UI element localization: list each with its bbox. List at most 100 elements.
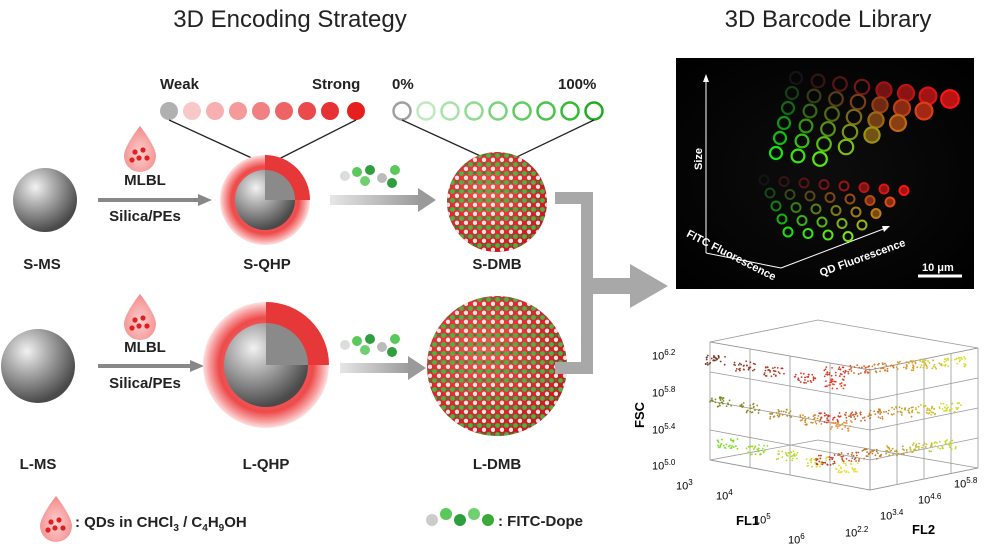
fitc-legend: : FITC-Dope (498, 513, 583, 530)
scatter-cluster (861, 448, 883, 460)
scatter-cluster (938, 402, 962, 414)
weak-label: Weak (160, 76, 199, 93)
micrograph-size-label: Size (693, 147, 705, 170)
fl1-tick-3: 105 (754, 512, 771, 527)
barcode-ring (849, 93, 867, 111)
barcode-ring (824, 192, 836, 203)
scatter-cluster (775, 450, 799, 462)
barcode-ring (784, 85, 800, 101)
top-fitc-arrow (330, 165, 436, 212)
barcode-ring (770, 200, 782, 212)
barcode-ring (802, 228, 814, 239)
barcode-ring (778, 176, 790, 187)
barcode-ring (832, 76, 848, 92)
barcode-ring (896, 83, 916, 103)
zero-percent-label: 0% (392, 76, 414, 93)
scatter-cluster (915, 404, 936, 416)
barcode-ring (853, 78, 871, 96)
fitc-dope-icon (426, 508, 494, 526)
l-ms-label: L-MS (19, 456, 57, 473)
barcode-ring (830, 205, 842, 216)
scatter-cluster (799, 414, 823, 426)
micrograph-scale-bar-label: 10 μm (922, 262, 954, 274)
barcode-ring (758, 174, 770, 186)
s-ms-label: S-MS (23, 256, 61, 273)
barcode-ring (804, 190, 816, 202)
barcode-ring (788, 70, 804, 86)
scatter-cluster (933, 439, 957, 451)
barcode-ring (940, 89, 960, 109)
scatter-cluster (769, 408, 793, 420)
barcode-ring (794, 133, 810, 149)
bottom-process-line2: Silica/PEs (109, 375, 181, 392)
barcode-ring (841, 123, 859, 141)
barcode-ring (864, 195, 876, 206)
barcode-ring (820, 121, 836, 137)
barcode-ring (892, 98, 912, 118)
fitc-intensity-scale (392, 101, 604, 121)
scatter-cluster (835, 462, 859, 474)
encoding-strategy-title: 3D Encoding Strategy (173, 6, 407, 33)
barcode-ring (782, 226, 794, 238)
top-process-line2: Silica/PEs (109, 208, 181, 225)
s-dmb-label: S-DMB (472, 256, 522, 273)
l-dmb-label: L-DMB (472, 456, 522, 473)
barcode-ring (858, 182, 870, 193)
bottom-process-line1: MLBL (124, 339, 166, 356)
qd-intensity-scale (160, 102, 365, 120)
scatter-cluster (739, 402, 761, 414)
qd-drop-icon (40, 496, 72, 542)
scatter-cluster (824, 378, 847, 390)
barcode-ring (828, 91, 844, 107)
scatter-cluster (793, 372, 817, 384)
l-dmb-sphere (427, 296, 567, 436)
scatter-cluster (895, 360, 919, 372)
scatter-cluster (830, 420, 853, 432)
barcode-ring (772, 130, 788, 146)
scatter-cluster (716, 438, 739, 450)
scatter-cluster (871, 362, 895, 374)
barcode-ring (768, 145, 784, 161)
barcode-ring (816, 136, 832, 152)
barcode-ring (850, 206, 862, 218)
scatter-cluster (704, 354, 726, 366)
barcode-ring (764, 187, 776, 199)
barcode-ring (784, 189, 796, 200)
barcode-ring (780, 100, 796, 116)
barcode-ring (863, 126, 881, 144)
barcode-ring (838, 180, 850, 192)
fsc-tick-1: 106.2 (652, 348, 676, 363)
fl2-tick-1: 102.2 (845, 525, 869, 540)
scatter-cluster (837, 451, 860, 463)
barcode-ring (790, 148, 806, 164)
barcode-ring (796, 215, 808, 226)
scatter-cluster (943, 356, 967, 368)
scatter-cluster (885, 445, 908, 457)
strong-label: Strong (312, 76, 361, 93)
scatter-cluster (745, 444, 769, 456)
scatter-cluster (733, 360, 756, 372)
fl2-axis-label: FL2 (912, 522, 936, 537)
barcode-ring (845, 108, 863, 126)
barcode-ring (867, 111, 885, 129)
fl1-tick-4: 106 (788, 532, 805, 547)
barcode-ring (806, 88, 822, 104)
fsc-tick-4: 105.0 (652, 458, 676, 473)
barcode-ring (836, 218, 848, 229)
scatter-cluster (847, 364, 871, 375)
barcode-ring (790, 202, 802, 213)
barcode-ring (802, 103, 818, 119)
barcode-library-title: 3D Barcode Library (724, 6, 932, 33)
s-ms-sphere (13, 168, 77, 232)
fl1-tick-1: 103 (676, 478, 693, 493)
scatter-cluster (763, 366, 785, 378)
barcode-ring (875, 81, 893, 99)
flow-scatter-plot (704, 319, 979, 491)
s-qhp-sphere (220, 155, 310, 245)
fl2-tick-4: 105.8 (954, 476, 978, 491)
l-ms-sphere (1, 329, 75, 403)
qd-drop-icon (124, 294, 156, 340)
scatter-cluster (709, 396, 733, 408)
scatter-cluster (823, 366, 847, 378)
barcode-ring (776, 213, 788, 225)
